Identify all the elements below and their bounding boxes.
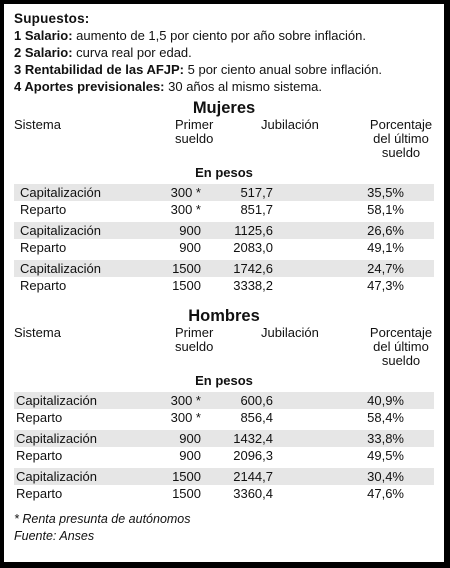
mujeres-title: Mujeres	[192, 99, 256, 117]
cell-porcentaje: 58,1%	[367, 202, 404, 217]
source-credit: Fuente: Anses	[14, 529, 95, 543]
header-porcentaje: Porcentaje del último sueldo	[369, 117, 433, 160]
infographic-panel: Supuestos: 1 Salario: aumento de 1,5 por…	[4, 4, 444, 562]
cell-jubilacion: 3338,2	[233, 278, 273, 293]
cell-sistema: Capitalización	[16, 393, 97, 408]
cell-jubilacion: 1125,6	[234, 223, 273, 238]
table-row: Reparto 900 2096,3 49,5%	[14, 447, 434, 464]
table-row: Capitalización 300 * 517,7 35,5%	[14, 184, 434, 201]
cell-primer-sueldo: 900	[179, 448, 201, 463]
cell-sistema: Capitalización	[16, 431, 97, 446]
cell-porcentaje: 30,4%	[367, 469, 404, 484]
footnote: * Renta presunta de autónomos	[14, 512, 191, 526]
table-row: Capitalización 1500 2144,7 30,4%	[14, 468, 434, 485]
table-row: Capitalización 900 1125,6 26,6%	[14, 222, 434, 239]
assumption-item-3: 3 Rentabilidad de las AFJP: 5 por ciento…	[14, 61, 434, 78]
table-row: Capitalización 300 * 600,6 40,9%	[14, 392, 434, 409]
mujeres-table: Capitalización 300 * 517,7 35,5% Reparto…	[14, 184, 434, 294]
cell-primer-sueldo: 300 *	[170, 185, 201, 200]
hombres-header-row: Sistema Primer sueldo Jubilación Porcent…	[14, 326, 434, 373]
cell-sistema: Reparto	[16, 410, 63, 425]
cell-primer-sueldo: 900	[179, 240, 201, 255]
cell-primer-sueldo: 300 *	[170, 410, 201, 425]
header-sistema: Sistema	[14, 117, 61, 132]
footer-notes: * Renta presunta de autónomos Fuente: An…	[14, 511, 434, 545]
cell-jubilacion: 1742,6	[233, 261, 273, 276]
assumption-label: 3 Rentabilidad de las AFJP:	[14, 62, 185, 77]
cell-jubilacion: 1432,4	[233, 431, 273, 446]
assumption-text: aumento de 1,5 por ciento por año sobre …	[72, 28, 366, 43]
cell-sistema: Reparto	[20, 202, 67, 217]
assumptions-title: Supuestos:	[14, 11, 90, 26]
assumption-item-1: 1 Salario: aumento de 1,5 por ciento por…	[14, 27, 434, 44]
header-primer-sueldo: Primer sueldo	[175, 325, 214, 354]
cell-porcentaje: 35,5%	[367, 185, 404, 200]
mujeres-header-row: Sistema Primer sueldo Jubilación Porcent…	[14, 118, 434, 165]
cell-jubilacion: 517,7	[240, 185, 273, 200]
header-jubilacion: Jubilación	[261, 325, 319, 340]
cell-jubilacion: 851,7	[240, 202, 273, 217]
cell-primer-sueldo: 900	[179, 431, 201, 446]
cell-sistema: Reparto	[16, 486, 63, 501]
assumption-label: 4 Aportes previsionales:	[14, 79, 165, 94]
cell-sistema: Reparto	[20, 240, 67, 255]
table-row: Reparto 1500 3338,2 47,3%	[14, 277, 434, 294]
cell-sistema: Capitalización	[20, 185, 101, 200]
cell-jubilacion: 2096,3	[233, 448, 273, 463]
cell-porcentaje: 24,7%	[367, 261, 404, 276]
table-row: Capitalización 1500 1742,6 24,7%	[14, 260, 434, 277]
assumption-label: 1 Salario:	[14, 28, 73, 43]
hombres-title: Hombres	[188, 307, 260, 325]
cell-porcentaje: 47,3%	[367, 278, 404, 293]
table-row: Reparto 900 2083,0 49,1%	[14, 239, 434, 256]
cell-primer-sueldo: 1500	[172, 278, 201, 293]
cell-primer-sueldo: 1500	[172, 261, 201, 276]
table-row: Reparto 300 * 851,7 58,1%	[14, 201, 434, 218]
cell-primer-sueldo: 300 *	[170, 202, 201, 217]
header-sistema: Sistema	[14, 325, 61, 340]
hombres-subheader: En pesos	[195, 373, 253, 388]
cell-sistema: Reparto	[20, 278, 67, 293]
header-jubilacion: Jubilación	[261, 117, 319, 132]
cell-porcentaje: 58,4%	[367, 410, 404, 425]
cell-jubilacion: 2083,0	[233, 240, 273, 255]
cell-jubilacion: 856,4	[240, 410, 273, 425]
assumption-text: curva real por edad.	[72, 45, 192, 60]
cell-porcentaje: 49,1%	[367, 240, 404, 255]
cell-jubilacion: 3360,4	[233, 486, 273, 501]
cell-porcentaje: 40,9%	[367, 393, 404, 408]
assumptions-block: Supuestos: 1 Salario: aumento de 1,5 por…	[14, 10, 434, 95]
cell-porcentaje: 47,6%	[367, 486, 404, 501]
assumption-item-4: 4 Aportes previsionales: 30 años al mism…	[14, 78, 434, 95]
assumption-item-2: 2 Salario: curva real por edad.	[14, 44, 434, 61]
cell-jubilacion: 2144,7	[233, 469, 273, 484]
cell-porcentaje: 33,8%	[367, 431, 404, 446]
assumption-text: 30 años al mismo sistema.	[164, 79, 323, 94]
table-row: Reparto 1500 3360,4 47,6%	[14, 485, 434, 502]
cell-primer-sueldo: 1500	[172, 469, 201, 484]
cell-porcentaje: 26,6%	[367, 223, 404, 238]
header-primer-sueldo: Primer sueldo	[175, 117, 214, 146]
cell-primer-sueldo: 1500	[172, 486, 201, 501]
cell-sistema: Capitalización	[20, 223, 101, 238]
assumption-label: 2 Salario:	[14, 45, 73, 60]
table-row: Reparto 300 * 856,4 58,4%	[14, 409, 434, 426]
cell-porcentaje: 49,5%	[367, 448, 404, 463]
cell-sistema: Capitalización	[16, 469, 97, 484]
cell-primer-sueldo: 900	[179, 223, 201, 238]
assumption-text: 5 por ciento anual sobre inflación.	[184, 62, 383, 77]
mujeres-subheader: En pesos	[195, 165, 253, 180]
cell-jubilacion: 600,6	[240, 393, 273, 408]
cell-primer-sueldo: 300 *	[170, 393, 201, 408]
table-row: Capitalización 900 1432,4 33,8%	[14, 430, 434, 447]
cell-sistema: Reparto	[16, 448, 63, 463]
cell-sistema: Capitalización	[20, 261, 101, 276]
hombres-table: Capitalización 300 * 600,6 40,9% Reparto…	[14, 392, 434, 502]
header-porcentaje: Porcentaje del último sueldo	[369, 325, 433, 368]
